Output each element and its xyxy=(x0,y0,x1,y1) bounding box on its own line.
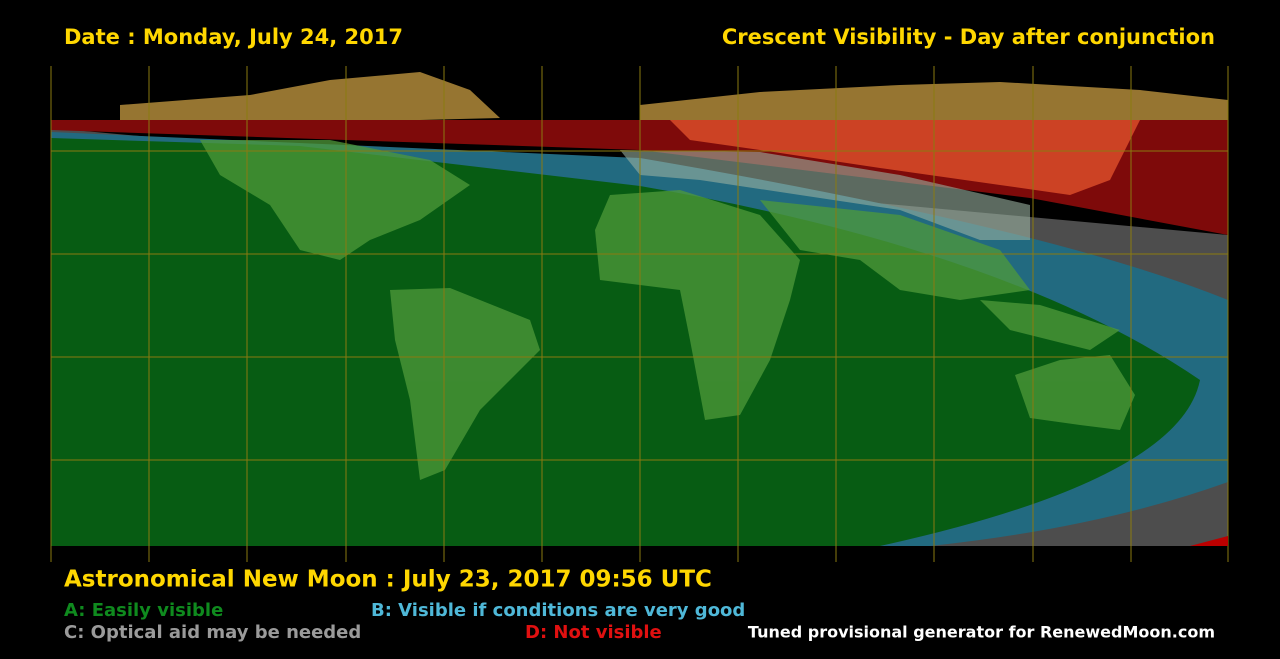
legend-item: C: Optical aid may be needed xyxy=(64,622,361,643)
new-moon: Astronomical New Moon : July 23, 2017 09… xyxy=(64,567,712,593)
credit: Tuned provisional generator for RenewedM… xyxy=(748,623,1215,642)
land-continents xyxy=(200,140,1135,480)
map xyxy=(50,66,1229,562)
legend-item: B: Visible if conditions are very good xyxy=(371,600,745,621)
map-title: Crescent Visibility - Day after conjunct… xyxy=(722,25,1215,49)
legend-item: A: Easily visible xyxy=(64,600,223,621)
land-eurasia-north xyxy=(670,120,1140,195)
land-north xyxy=(120,72,1228,120)
zone-d-corner xyxy=(1190,536,1228,546)
land-eurasia-mid xyxy=(620,150,1030,240)
date: Date : Monday, July 24, 2017 xyxy=(64,25,403,49)
graticule xyxy=(50,66,1229,562)
legend-item: D: Not visible xyxy=(525,622,662,643)
